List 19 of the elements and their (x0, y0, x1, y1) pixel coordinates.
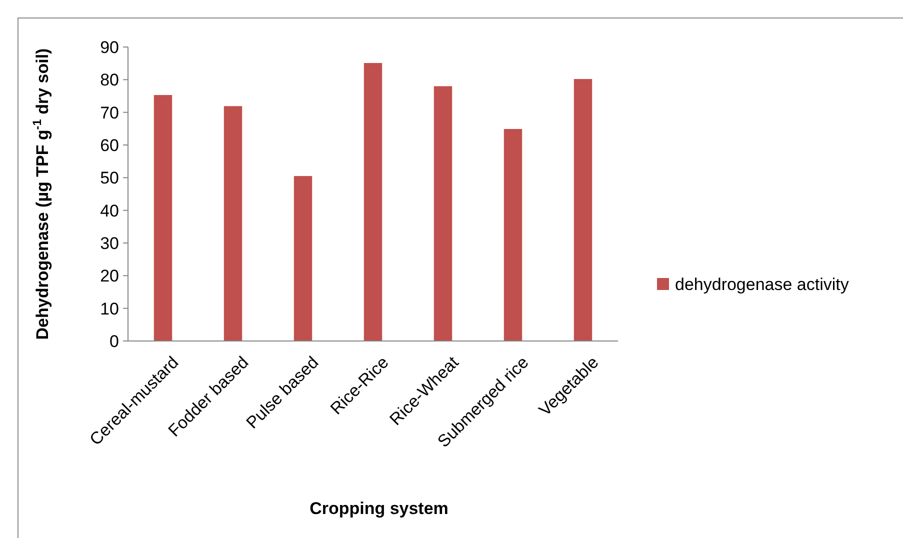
y-tick-label: 70 (100, 103, 119, 122)
y-tick-label: 50 (100, 168, 119, 188)
bar (574, 79, 592, 341)
bar (504, 128, 522, 341)
y-tick-label: 20 (100, 266, 119, 286)
bar (224, 106, 242, 341)
legend-label: dehydrogenase activity (675, 274, 850, 294)
bar (434, 86, 452, 341)
y-tick-label: 0 (110, 332, 119, 351)
y-tick-label: 30 (100, 234, 119, 253)
bar (294, 176, 312, 341)
bar (154, 95, 172, 341)
y-tick-label: 10 (100, 299, 119, 318)
y-tick-label: 90 (100, 38, 119, 57)
y-tick-label: 60 (100, 136, 119, 155)
bar (364, 63, 382, 341)
y-tick-label: 40 (100, 201, 119, 220)
y-tick-label: 80 (100, 70, 119, 90)
x-axis-title: Cropping system (310, 499, 448, 518)
